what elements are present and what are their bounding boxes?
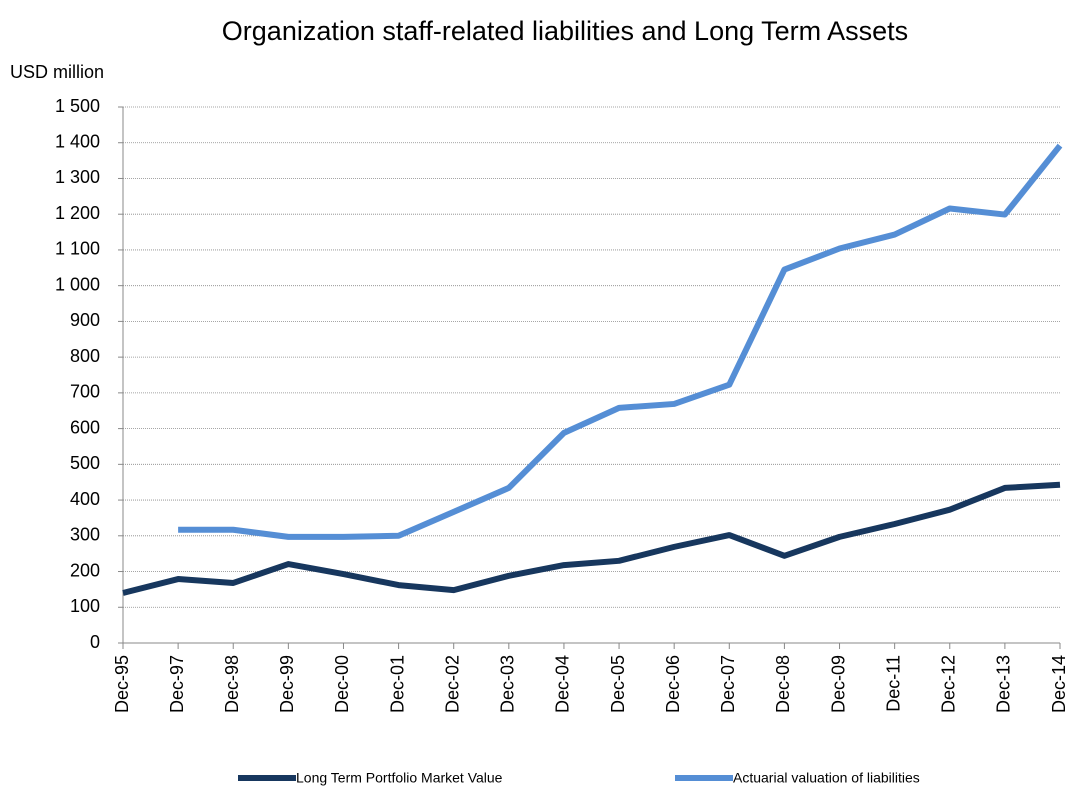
x-tick-label: Dec-01: [387, 655, 407, 713]
x-tick-label: Dec-95: [112, 655, 132, 713]
x-tick-label: Dec-00: [332, 655, 352, 713]
x-tick-label: Dec-13: [994, 655, 1014, 713]
x-tick-label: Dec-97: [167, 655, 187, 713]
y-tick-label: 200: [70, 560, 100, 580]
x-tick-label: Dec-07: [718, 655, 738, 713]
y-tick-label: 100: [70, 596, 100, 616]
legend-label: Actuarial valuation of liabilities: [733, 770, 920, 786]
x-tick-label: Dec-02: [442, 655, 462, 713]
x-tick-label: Dec-98: [222, 655, 242, 713]
x-tick-label: Dec-08: [773, 655, 793, 713]
y-tick-label: 400: [70, 489, 100, 509]
series-line: [178, 143, 1063, 540]
y-axis-label: USD million: [10, 62, 104, 82]
x-tick-label: Dec-14: [1049, 655, 1069, 713]
y-tick-label: 300: [70, 525, 100, 545]
x-tick-label: Dec-11: [883, 655, 903, 712]
x-tick-label: Dec-12: [939, 655, 959, 713]
y-tick-label: 1 400: [55, 131, 100, 151]
chart-title: Organization staff-related liabilities a…: [222, 16, 908, 46]
y-tick-label: 1 000: [55, 274, 100, 294]
x-tick-label: Dec-06: [663, 655, 683, 713]
series-line: [122, 481, 1061, 596]
y-tick-label: 1 200: [55, 203, 100, 223]
y-tick-label: 1 300: [55, 167, 100, 187]
y-tick-label: 600: [70, 417, 100, 437]
legend-label: Long Term Portfolio Market Value: [296, 770, 503, 786]
y-tick-label: 1 100: [55, 239, 100, 259]
y-tick-label: 900: [70, 310, 100, 330]
x-tick-label: Dec-05: [608, 655, 628, 713]
x-tick-label: Dec-04: [553, 655, 573, 713]
x-tick-label: Dec-03: [498, 655, 518, 713]
y-tick-label: 800: [70, 346, 100, 366]
y-tick-label: 500: [70, 453, 100, 473]
y-tick-label: 700: [70, 382, 100, 402]
x-tick-label: Dec-09: [828, 655, 848, 713]
x-tick-label: Dec-99: [277, 655, 297, 713]
y-tick-label: 1 500: [55, 96, 100, 116]
y-tick-label: 0: [90, 632, 100, 652]
